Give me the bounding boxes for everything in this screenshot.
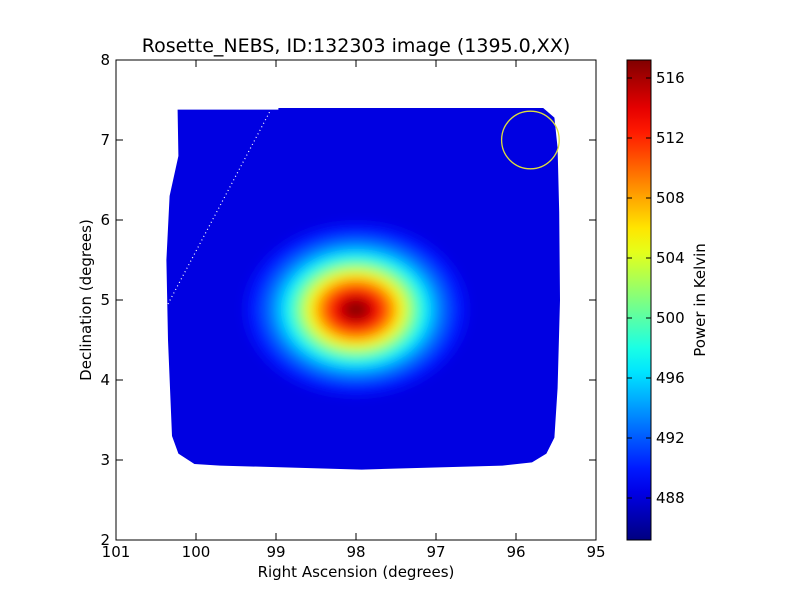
x-axis-label: Right Ascension (degrees): [258, 563, 455, 581]
x-tick-label: 95: [586, 543, 605, 561]
dotted-boundary-line: [167, 111, 271, 305]
beam-circle: [500, 110, 560, 170]
heatmap-layer: [166, 108, 560, 470]
y-tick-label: 4: [100, 371, 110, 389]
colorbar-tick-label: 516: [656, 69, 685, 87]
colorbar-tick-label: 496: [656, 369, 685, 387]
x-tick-label: 98: [346, 543, 365, 561]
x-tick-label: 97: [426, 543, 445, 561]
y-tick-label: 8: [100, 51, 110, 69]
colorbar-tick-label: 508: [656, 189, 685, 207]
y-tick-label: 7: [100, 131, 110, 149]
x-tick-label: 100: [182, 543, 211, 561]
colorbar: 488 492 496 500 504 508 512 516 Power in Kelvin: [626, 59, 709, 541]
colorbar-tick-label: 512: [656, 129, 685, 147]
colorbar-label: Power in Kelvin: [691, 243, 709, 357]
x-tick-label: 101: [102, 543, 131, 561]
x-tick-label: 99: [266, 543, 285, 561]
y-tick-label: 6: [100, 211, 110, 229]
source-blob-0: [245, 223, 467, 396]
chart-title: Rosette_NEBS, ID:132303 image (1395.0,XX…: [142, 35, 571, 57]
y-tick-label: 2: [100, 531, 110, 549]
colorbar-tick-label: 504: [656, 249, 685, 267]
x-tick-label: 96: [506, 543, 525, 561]
colorbar-tick-label: 488: [656, 489, 685, 507]
colorbar-gradient: [626, 59, 652, 541]
colorbar-tick-label: 500: [656, 309, 685, 327]
y-axis-label: Declination (degrees): [77, 219, 95, 381]
y-tick-label: 3: [100, 451, 110, 469]
y-tick-label: 5: [100, 291, 110, 309]
colorbar-tick-label: 492: [656, 429, 685, 447]
